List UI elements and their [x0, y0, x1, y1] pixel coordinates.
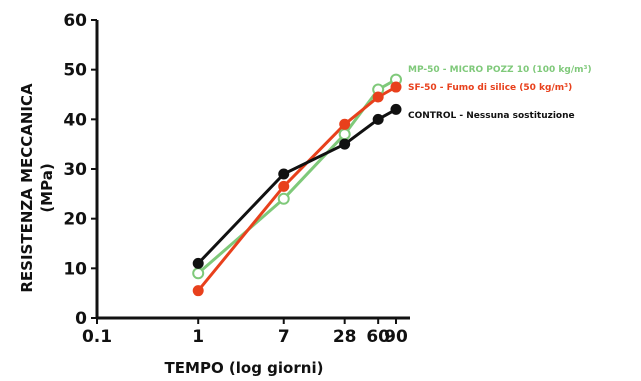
data-point [192, 257, 204, 269]
data-point [192, 267, 205, 280]
y-tick-label: 20 [63, 210, 87, 230]
series-line-0 [197, 78, 397, 275]
x-axis-title: TEMPO (log giorni) [165, 359, 324, 377]
legend-entry: MP-50 - MICRO POZZ 10 (100 kg/m³) [408, 65, 592, 75]
series-lines [197, 78, 397, 292]
y-axis-title-line1: RESISTENZA MECCANICA [18, 83, 36, 293]
legend: MP-50 - MICRO POZZ 10 (100 kg/m³) SF-50 -… [408, 65, 592, 121]
y-tick-label: 0 [75, 309, 87, 329]
x-tick-label: 0.1 [82, 327, 112, 347]
data-point [278, 180, 290, 192]
x-tick-label: 60 [366, 327, 390, 347]
y-tick-label: 10 [63, 259, 87, 279]
legend-entry: SF-50 - Fumo di silice (50 kg/m³) [408, 83, 572, 93]
data-point [339, 138, 351, 150]
series-line-1 [197, 85, 397, 292]
data-point [277, 192, 290, 205]
y-tick-label: 50 [63, 61, 87, 81]
x-tick-label: 90 [384, 327, 408, 347]
data-point [339, 118, 351, 130]
y-axis-title-line2: (MPa) [38, 163, 56, 212]
data-point [278, 168, 290, 180]
data-point [338, 128, 351, 141]
data-point [372, 91, 384, 103]
x-tick-label: 7 [278, 327, 290, 347]
legend-entry: CONTROL - Nessuna sostituzione [408, 111, 575, 121]
data-point [192, 285, 204, 297]
data-point [390, 103, 402, 115]
axes [91, 19, 410, 324]
x-tick-label: 28 [333, 327, 357, 347]
x-tick-label: 1 [192, 327, 204, 347]
y-tick-label: 60 [63, 11, 87, 31]
series-points [192, 73, 402, 297]
y-tick-label: 30 [63, 160, 87, 180]
y-tick-label: 40 [63, 110, 87, 130]
data-point [390, 81, 402, 93]
data-point [372, 113, 384, 125]
